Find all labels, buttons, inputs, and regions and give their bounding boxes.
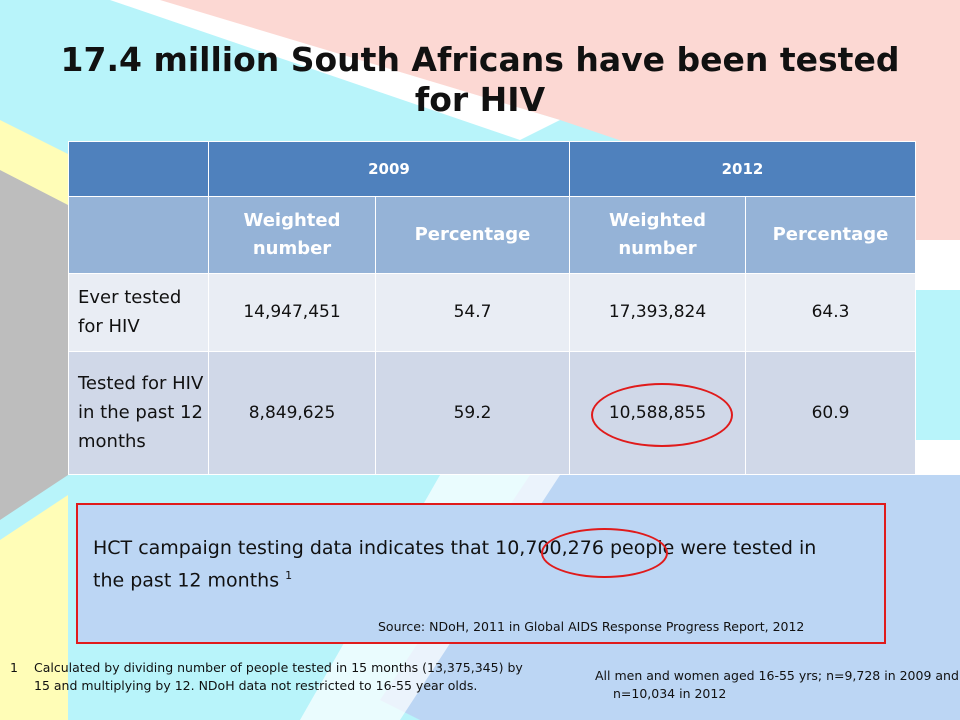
- subheader-percentage-2012: Percentage: [745, 196, 916, 275]
- cell-past-12-weighted-2009: 8,849,625: [208, 350, 376, 476]
- source-citation: Source: NDoH, 2011 in Global AIDS Respon…: [378, 619, 805, 634]
- sample-description: All men and women aged 16-55 yrs; n=9,72…: [595, 668, 959, 701]
- cell-ever-tested-percentage-2012: 64.3: [745, 273, 916, 352]
- header-year-2009: 2009: [208, 140, 570, 198]
- highlight-circle-table-value: [591, 383, 733, 447]
- page-title: 17.4 million South Africans have been te…: [60, 40, 900, 119]
- header-empty-cell: [68, 140, 209, 198]
- subheader-weighted-number-2012: Weighted number: [569, 196, 746, 275]
- footnote-number: 1: [10, 660, 18, 675]
- highlight-circle-callout-value: [541, 528, 668, 578]
- subheader-empty-cell: [68, 196, 209, 275]
- header-year-2012: 2012: [569, 140, 916, 198]
- subheader-percentage-2009: Percentage: [375, 196, 570, 275]
- table-subheader: Weighted number Percentage Weighted numb…: [68, 196, 916, 275]
- cell-past-12-percentage-2009: 59.2: [375, 350, 570, 476]
- hct-callout-sentence: HCT campaign testing data indicates that…: [93, 537, 817, 592]
- cell-ever-tested-weighted-2009: 14,947,451: [208, 273, 376, 352]
- table-row: Tested for HIV in the past 12 months 8,8…: [68, 350, 916, 476]
- cell-ever-tested-weighted-2012: 17,393,824: [569, 273, 746, 352]
- cell-ever-tested-percentage-2009: 54.7: [375, 273, 570, 352]
- cell-past-12-percentage-2012: 60.9: [745, 350, 916, 476]
- footnote-reference: 1: [285, 569, 293, 582]
- footnote-text: Calculated by dividing number of people …: [34, 660, 523, 693]
- hct-callout-text: HCT campaign testing data indicates that…: [93, 535, 853, 594]
- hct-callout-box: [76, 503, 886, 644]
- table-row: Ever tested for HIV 14,947,451 54.7 17,3…: [68, 273, 916, 352]
- table-header-years: 2009 2012: [68, 140, 916, 198]
- row-label-tested-past-12-months: Tested for HIV in the past 12 months: [68, 350, 209, 476]
- row-label-ever-tested: Ever tested for HIV: [68, 273, 209, 352]
- hiv-testing-table: 2009 2012 Weighted number Percentage Wei…: [68, 140, 916, 476]
- subheader-weighted-number-2009: Weighted number: [208, 196, 376, 275]
